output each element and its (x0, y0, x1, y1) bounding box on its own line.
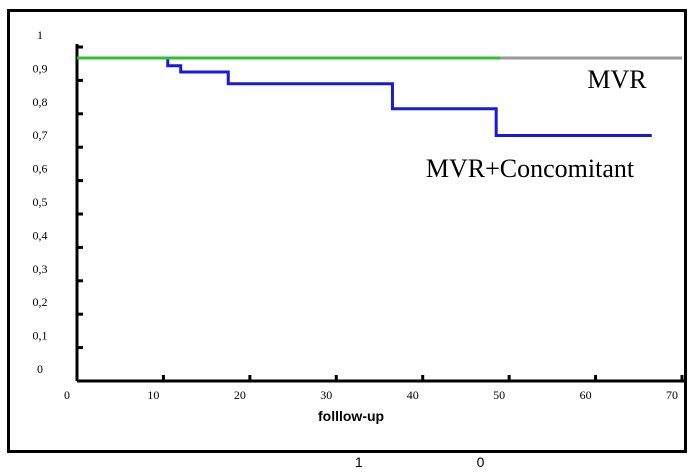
y-tick-label: 0,7 (33, 128, 48, 142)
y-tick-label: 0,2 (33, 295, 48, 309)
x-tick-label: 70 (666, 388, 678, 402)
annotation-label: MVR (587, 65, 647, 94)
y-tick-label: 0,6 (33, 162, 48, 176)
x-tick-label: 0 (64, 388, 70, 402)
x-tick-label: 30 (320, 388, 332, 402)
footer-text: 1 0 (355, 454, 540, 470)
x-tick-label: 40 (407, 388, 419, 402)
y-tick-label: 1 (37, 28, 43, 42)
x-tick-label: 10 (147, 388, 159, 402)
y-tick-label: 0,1 (33, 329, 48, 343)
y-tick-label: 0,3 (33, 262, 48, 276)
y-tick-label: 0,8 (33, 95, 48, 109)
y-tick-label: 0 (37, 362, 43, 376)
y-tick-label: 0,5 (33, 195, 48, 209)
x-axis-label: folllow-up (318, 408, 385, 424)
annotation-label: MVR+Concomitant (426, 154, 635, 183)
x-tick-label: 20 (234, 388, 246, 402)
x-tick-label: 60 (580, 388, 592, 402)
series-line-mvr-concomitant (77, 56, 652, 138)
chart-frame (7, 9, 687, 453)
y-tick-label: 0,9 (33, 61, 48, 75)
x-tick-label: 50 (493, 388, 505, 402)
y-tick-label: 0,4 (33, 228, 48, 242)
